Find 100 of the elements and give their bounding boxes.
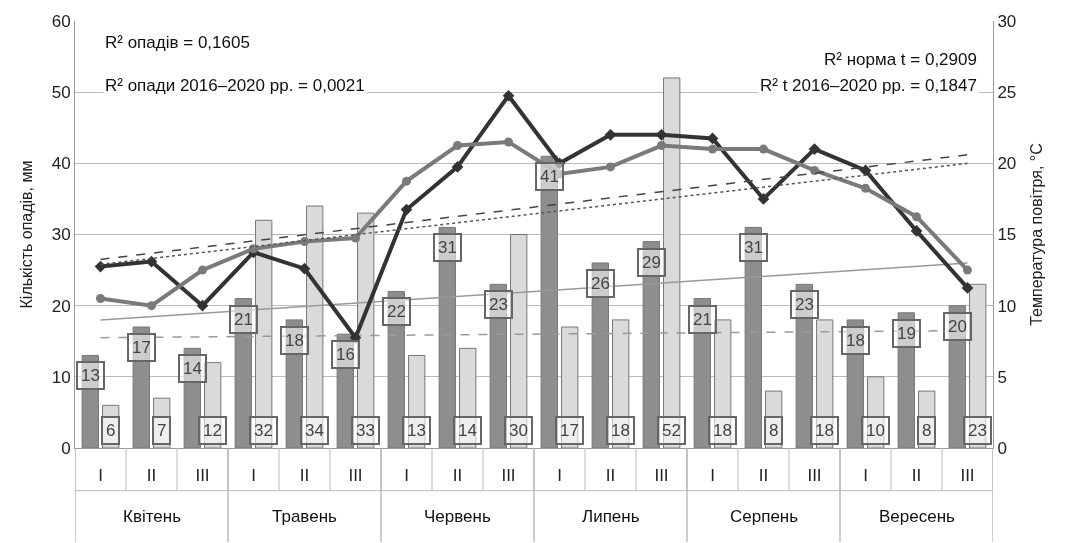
annotation: R² t 2016–2020 рр. = 0,1847 xyxy=(760,76,977,95)
data-label: 18 xyxy=(713,421,732,440)
x-tick-label: II xyxy=(452,466,463,486)
point xyxy=(757,193,770,205)
data-label: 33 xyxy=(356,421,375,440)
point xyxy=(553,157,566,170)
data-label: 8 xyxy=(922,421,932,440)
point xyxy=(606,162,615,172)
y-tick-label: 40 xyxy=(51,154,71,174)
annotation: R² опадів = 0,1605 xyxy=(105,33,250,52)
text: Вересень xyxy=(879,507,956,526)
y-axis-title: Кількість опадів, мм xyxy=(17,160,35,309)
y-tick-label: 60 xyxy=(51,11,71,31)
y-tick-label: 10 xyxy=(51,367,71,387)
point xyxy=(708,144,717,154)
y-tick-label: 0 xyxy=(61,438,71,458)
x-tick-label: II xyxy=(605,466,616,486)
point xyxy=(759,144,768,154)
x-tick-label: III xyxy=(195,466,210,486)
data-label: 23 xyxy=(795,295,814,314)
text: Травень xyxy=(272,507,338,526)
data-label: 13 xyxy=(407,421,426,440)
y2-tick-label: 25 xyxy=(997,83,1017,103)
point xyxy=(963,265,972,275)
bar xyxy=(765,390,783,448)
x-tick-label: III xyxy=(348,466,363,486)
point xyxy=(451,161,464,173)
x-tick-label: I xyxy=(404,466,409,486)
point xyxy=(961,282,974,294)
point xyxy=(910,225,923,237)
bar xyxy=(918,390,936,448)
point xyxy=(298,262,311,275)
point xyxy=(147,301,156,311)
bar xyxy=(102,404,120,448)
data-label: 22 xyxy=(387,302,406,321)
data-label: 31 xyxy=(438,238,457,257)
x-tick-label: II xyxy=(299,466,310,486)
y2-tick-label: 10 xyxy=(997,296,1017,316)
data-label: 17 xyxy=(560,421,579,440)
data-label: 29 xyxy=(642,253,661,272)
data-label: 18 xyxy=(611,421,630,440)
data-label: 18 xyxy=(815,421,834,440)
data-label: 26 xyxy=(591,274,610,293)
point xyxy=(351,233,360,243)
y-tick-label: 20 xyxy=(51,296,71,316)
x-tick-label: III xyxy=(807,466,822,486)
y2-tick-label: 0 xyxy=(997,438,1007,458)
point xyxy=(349,331,362,344)
point xyxy=(300,237,309,247)
text: Серпень xyxy=(730,507,799,526)
data-label: 19 xyxy=(897,324,916,343)
x-tick-label: I xyxy=(710,466,715,486)
x-tick-label: II xyxy=(146,466,157,486)
y2-axis-title: Температура повітря, °C xyxy=(1028,143,1046,326)
data-label: 12 xyxy=(203,421,222,440)
data-label: 34 xyxy=(305,421,324,440)
text: Липень xyxy=(582,507,640,526)
data-label: 16 xyxy=(336,345,355,364)
data-label: 23 xyxy=(489,295,508,314)
x-tick-label: III xyxy=(960,466,975,486)
data-label: 32 xyxy=(254,421,273,440)
data-label: 18 xyxy=(846,331,865,350)
x-tick-label: III xyxy=(654,466,669,486)
data-label: 21 xyxy=(234,310,253,329)
point xyxy=(657,141,666,151)
data-label: 10 xyxy=(866,421,885,440)
point xyxy=(912,212,921,222)
x-tick-label: I xyxy=(557,466,562,486)
data-label: 23 xyxy=(968,421,987,440)
data-label: 13 xyxy=(81,366,100,385)
data-label: 7 xyxy=(157,421,167,440)
data-label: 30 xyxy=(509,421,528,440)
data-label: 41 xyxy=(540,167,559,186)
point xyxy=(861,183,870,193)
data-label: 14 xyxy=(183,359,202,378)
annotation: R² опади 2016–2020 рр. = 0,0021 xyxy=(105,76,365,95)
point xyxy=(808,143,821,155)
x-tick-label: I xyxy=(98,466,103,486)
x-tick-label: III xyxy=(501,466,516,486)
y-tick-label: 30 xyxy=(51,225,71,245)
data-label: 6 xyxy=(106,421,116,440)
y-tick-label: 50 xyxy=(51,83,71,103)
data-label: 20 xyxy=(948,317,967,336)
point xyxy=(453,141,462,151)
data-label: 8 xyxy=(769,421,779,440)
y2-tick-label: 20 xyxy=(997,154,1017,174)
data-label: 31 xyxy=(744,238,763,257)
point xyxy=(402,176,411,186)
data-label: 52 xyxy=(662,421,681,440)
point xyxy=(198,265,207,275)
annotation: R² норма t = 0,2909 xyxy=(824,50,977,69)
point xyxy=(502,89,515,102)
data-label: 21 xyxy=(693,310,712,329)
text: Квітень xyxy=(123,507,182,526)
point xyxy=(400,203,413,216)
text: Червень xyxy=(424,507,491,526)
y2-tick-label: 15 xyxy=(997,225,1017,245)
point xyxy=(810,165,819,175)
point xyxy=(96,294,105,304)
x-tick-label: I xyxy=(251,466,256,486)
